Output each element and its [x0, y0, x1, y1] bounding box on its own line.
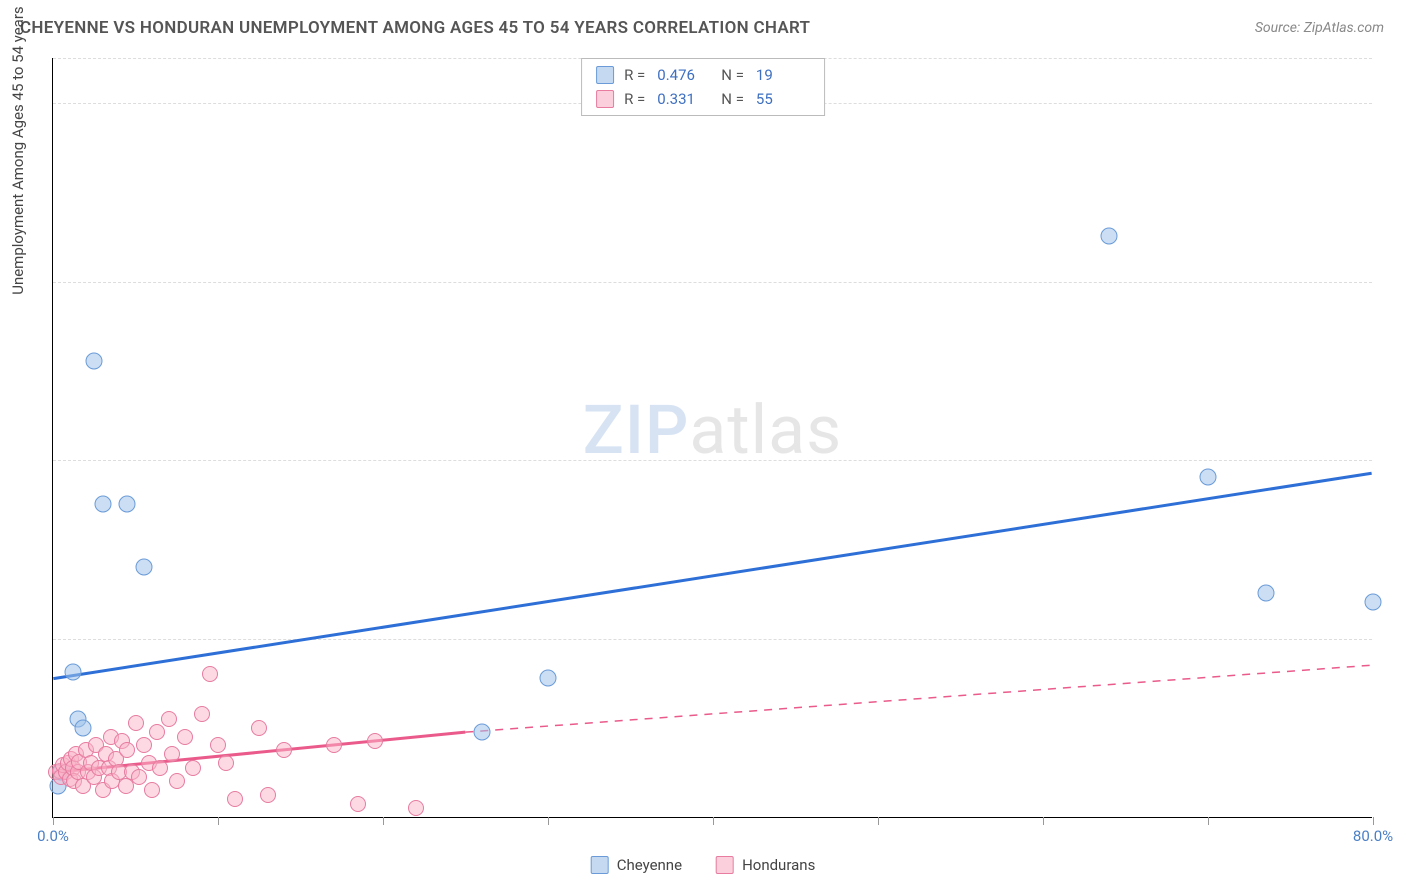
data-point: [164, 746, 180, 762]
source-label: Source: ZipAtlas.com: [1255, 20, 1384, 36]
data-point: [136, 737, 152, 753]
data-point: [1200, 469, 1217, 486]
data-point: [131, 769, 147, 785]
legend-swatch-pink: [716, 856, 734, 874]
plot-area: ZIPatlas 20.0%40.0%60.0%80.0%0.0%80.0%: [52, 58, 1372, 818]
data-point: [1365, 594, 1382, 611]
data-point: [227, 791, 243, 807]
legend-item-cheyenne: Cheyenne: [591, 856, 682, 874]
data-point: [367, 733, 383, 749]
x-tick: [1373, 817, 1374, 825]
data-point: [185, 760, 201, 776]
x-tick: [548, 817, 549, 825]
legend-stats-row: R = 0.331 N = 55: [582, 87, 824, 111]
x-tick: [1208, 817, 1209, 825]
data-point: [210, 737, 226, 753]
data-point: [144, 782, 160, 798]
correlation-chart: CHEYENNE VS HONDURAN UNEMPLOYMENT AMONG …: [0, 0, 1406, 892]
watermark: ZIPatlas: [583, 390, 843, 470]
data-point: [169, 773, 185, 789]
x-tick: [383, 817, 384, 825]
legend-stats: R = 0.476 N = 19 R = 0.331 N = 55: [581, 58, 825, 116]
y-axis-label: Unemployment Among Ages 45 to 54 years: [9, 6, 27, 294]
legend-item-hondurans: Hondurans: [716, 856, 815, 874]
data-point: [408, 800, 424, 816]
legend-swatch-blue: [596, 66, 614, 84]
data-point: [350, 796, 366, 812]
data-point: [260, 787, 276, 803]
data-point: [74, 719, 91, 736]
data-point: [194, 706, 210, 722]
data-point: [119, 742, 135, 758]
trend-lines: [53, 58, 1372, 817]
x-tick: [218, 817, 219, 825]
data-point: [202, 666, 218, 682]
x-tick: [713, 817, 714, 825]
grid-line: [53, 639, 1372, 640]
data-point: [135, 558, 152, 575]
x-tick: [53, 817, 54, 825]
data-point: [161, 711, 177, 727]
x-tick-label: 0.0%: [37, 827, 69, 845]
x-tick: [878, 817, 879, 825]
data-point: [326, 737, 342, 753]
legend-swatch-blue: [591, 856, 609, 874]
grid-line: [53, 460, 1372, 461]
legend-series: Cheyenne Hondurans: [591, 856, 816, 874]
x-tick: [1043, 817, 1044, 825]
data-point: [474, 724, 491, 741]
data-point: [152, 760, 168, 776]
data-point: [218, 755, 234, 771]
data-point: [1257, 585, 1274, 602]
data-point: [276, 742, 292, 758]
data-point: [177, 729, 193, 745]
data-point: [1101, 227, 1118, 244]
chart-title: CHEYENNE VS HONDURAN UNEMPLOYMENT AMONG …: [20, 18, 810, 38]
legend-swatch-pink: [596, 90, 614, 108]
data-point: [149, 724, 165, 740]
data-point: [86, 353, 103, 370]
data-point: [251, 720, 267, 736]
legend-stats-row: R = 0.476 N = 19: [582, 63, 824, 87]
data-point: [119, 496, 136, 513]
grid-line: [53, 282, 1372, 283]
data-point: [94, 496, 111, 513]
data-point: [128, 715, 144, 731]
x-tick-label: 80.0%: [1353, 827, 1393, 845]
data-point: [64, 664, 81, 681]
data-point: [540, 670, 557, 687]
